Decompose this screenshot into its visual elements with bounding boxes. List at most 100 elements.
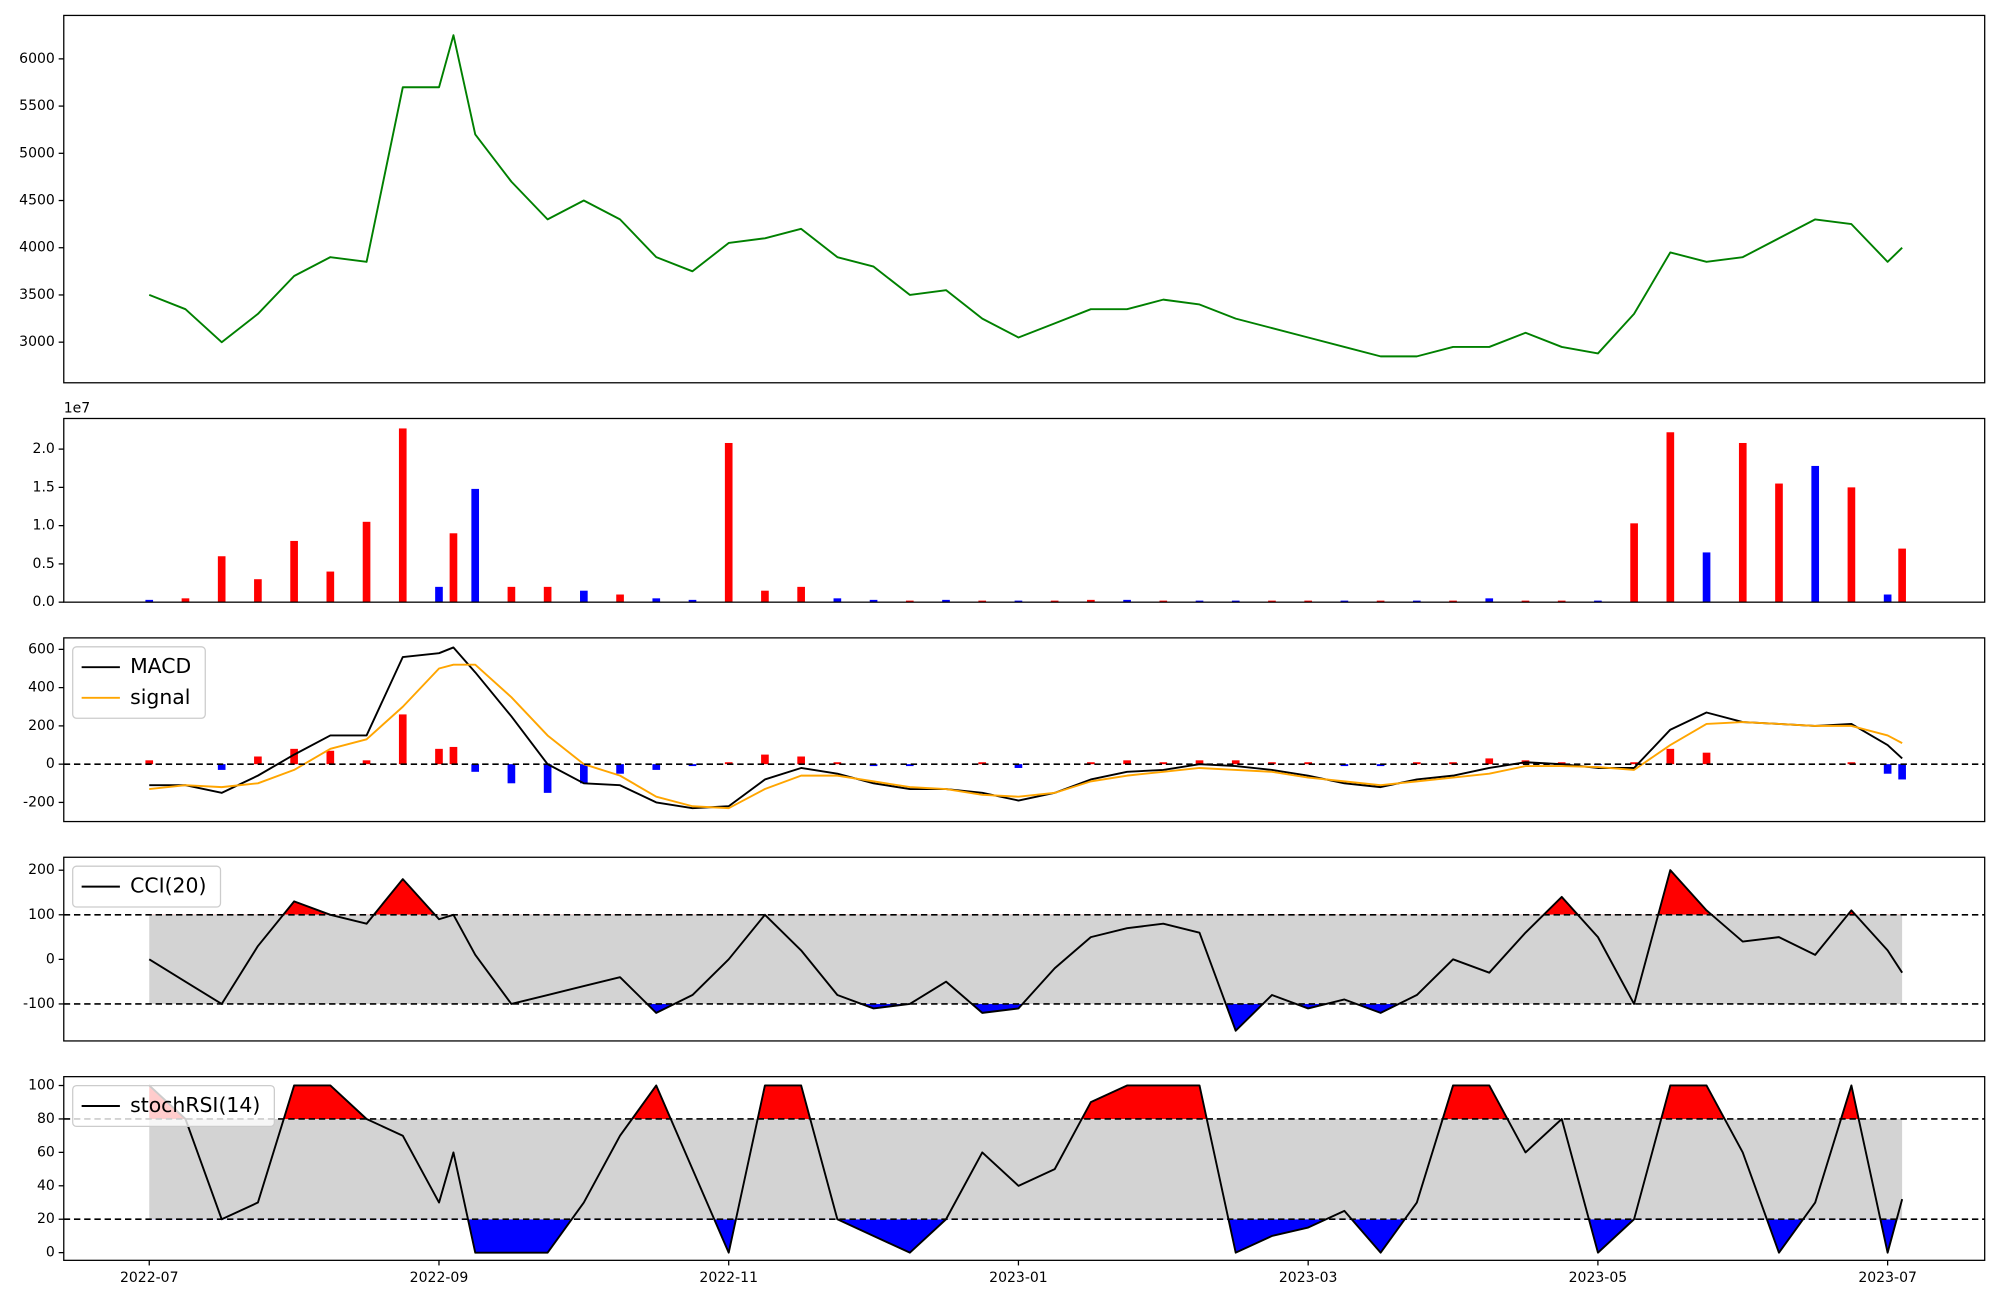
bar xyxy=(978,600,987,603)
bar xyxy=(1087,599,1095,603)
histogram-bar xyxy=(449,746,458,765)
bar xyxy=(1195,600,1204,603)
bar xyxy=(616,594,624,603)
bar xyxy=(290,540,298,603)
series-line xyxy=(148,1084,1904,1254)
histogram-bar xyxy=(326,750,335,765)
bar xyxy=(543,586,552,603)
histogram-bar xyxy=(1449,762,1457,765)
y-tick-label: 1.0 xyxy=(33,518,55,534)
bar xyxy=(724,442,733,603)
bar xyxy=(507,586,516,603)
y-tick-label: 20 xyxy=(37,1211,55,1227)
y-tick-label: 100 xyxy=(28,1078,55,1094)
legend-label: CCI(20) xyxy=(130,874,206,898)
bar xyxy=(1340,600,1349,603)
bar xyxy=(1014,600,1023,603)
bar xyxy=(449,533,458,603)
histogram-bar xyxy=(616,764,624,774)
histogram-bar xyxy=(217,764,226,770)
x-tick-label: 2023-07 xyxy=(1858,1270,1917,1286)
histogram-bar xyxy=(145,760,154,765)
histogram-bar xyxy=(1702,752,1711,765)
histogram-bar xyxy=(471,764,480,772)
y-tick-label: 400 xyxy=(28,680,55,696)
histogram-bar xyxy=(1376,764,1385,767)
bar xyxy=(1775,483,1783,603)
bar xyxy=(1883,594,1892,603)
histogram-bar xyxy=(507,764,516,784)
histogram-bar xyxy=(869,764,878,767)
plot-area xyxy=(63,1084,1985,1254)
legend-box xyxy=(72,1084,275,1128)
bar xyxy=(145,599,154,603)
bar xyxy=(398,428,407,603)
x-tick-label: 2023-05 xyxy=(1569,1270,1628,1286)
y-tick-label: 0 xyxy=(46,1245,55,1261)
bar xyxy=(181,598,190,603)
y-tick-label: 60 xyxy=(37,1144,55,1160)
x-tick-label: 2023-01 xyxy=(989,1270,1048,1286)
x-tick-label: 2022-09 xyxy=(410,1270,469,1286)
bar xyxy=(1847,487,1856,603)
y-tick-label: 0.5 xyxy=(33,556,55,572)
histogram-bar xyxy=(833,762,842,765)
bar xyxy=(1412,600,1421,603)
y-tick-label: 1.5 xyxy=(33,479,55,495)
histogram-bar xyxy=(580,764,588,784)
legend-box xyxy=(72,646,206,719)
y-tick-label: 3000 xyxy=(19,334,55,350)
y-tick-label: 2.0 xyxy=(33,441,55,457)
bar xyxy=(1521,600,1530,603)
bar xyxy=(942,599,950,603)
histogram-bar xyxy=(797,756,805,765)
above-fill xyxy=(149,1085,1903,1119)
x-tick-label: 2022-11 xyxy=(699,1270,758,1286)
y-tick-label: 5500 xyxy=(19,98,55,114)
histogram-bar xyxy=(1231,760,1240,765)
legend-label: MACD xyxy=(130,654,191,678)
panel: 3000 3500 4000 4500 5000 5500 6000 xyxy=(19,14,1986,384)
bar xyxy=(1898,548,1906,603)
histogram-bar xyxy=(435,748,443,765)
legend-label: signal xyxy=(130,685,190,709)
histogram-bar xyxy=(398,714,407,765)
y-tick-label: 40 xyxy=(37,1178,55,1194)
histogram-bar xyxy=(254,756,262,765)
histogram-bar xyxy=(905,764,914,767)
y-tick-label: 6000 xyxy=(19,51,55,67)
histogram-bar xyxy=(1304,762,1312,765)
bar xyxy=(1376,600,1385,603)
histogram-bar xyxy=(652,764,661,770)
bar xyxy=(1159,600,1168,603)
series-line xyxy=(149,646,1903,810)
histogram-bar xyxy=(688,764,697,767)
histogram-bar xyxy=(1014,764,1023,768)
series-line xyxy=(148,869,1903,1032)
histogram-bar xyxy=(761,754,769,765)
y-tick-label: 0 xyxy=(46,951,55,967)
plot-area xyxy=(63,646,1985,810)
x-tick-label: 2022-07 xyxy=(120,1270,179,1286)
bar xyxy=(362,521,371,603)
histogram-bar xyxy=(978,762,987,765)
histogram-bar xyxy=(1340,764,1349,767)
bar xyxy=(652,598,661,603)
bar xyxy=(869,599,878,603)
legend-label: stochRSI(14) xyxy=(130,1093,260,1117)
y-tick-label: 5000 xyxy=(19,145,55,161)
y-tick-label: 4000 xyxy=(19,240,55,256)
histogram-bar xyxy=(1666,748,1675,765)
panel: MACD signal -200 0 200 400 600 xyxy=(23,637,1986,823)
axes-frame xyxy=(63,637,1986,823)
plot-area xyxy=(63,869,1985,1032)
bar xyxy=(1630,523,1638,603)
bar xyxy=(580,590,588,603)
series-line xyxy=(149,663,1903,810)
x-tick-label: 2023-03 xyxy=(1279,1270,1338,1286)
series-line xyxy=(148,34,1903,358)
bar xyxy=(761,590,769,603)
band-fill xyxy=(149,914,1903,1004)
bar xyxy=(1666,432,1675,603)
